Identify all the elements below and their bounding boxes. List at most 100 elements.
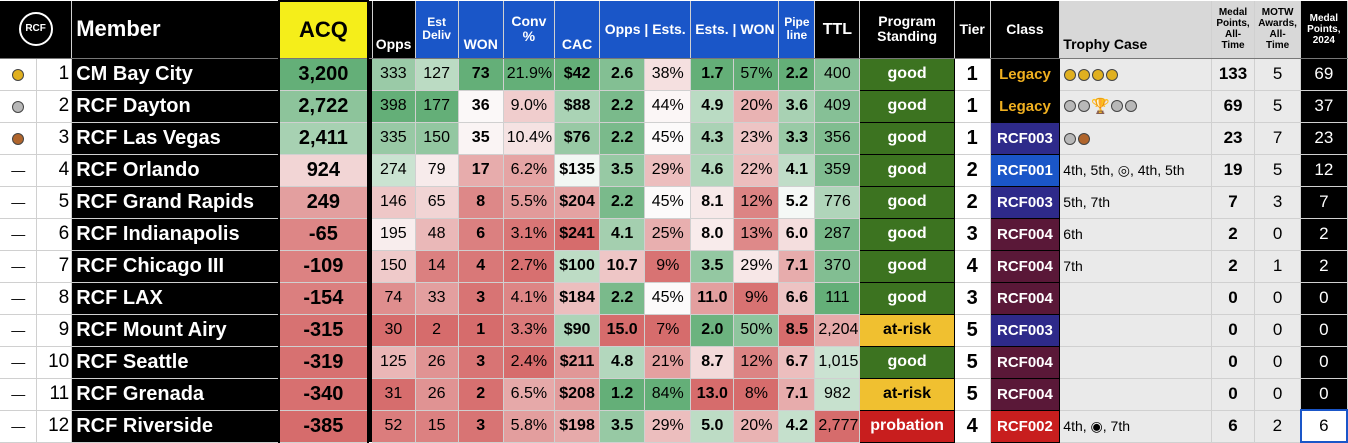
motw-awards: 3	[1254, 186, 1302, 219]
ttl-value: 287	[814, 218, 861, 251]
ests-won-pct: 57%	[733, 58, 780, 91]
header-trophy-case[interactable]: Trophy Case	[1059, 1, 1212, 59]
header-program-standing[interactable]: Program Standing	[859, 1, 955, 59]
table-row[interactable]: —6 RCF Indianapolis -65 195 48 6 3.1% $241 4.1 25…	[0, 217, 1348, 251]
table-row[interactable]: — 5 RCF Grand Rapids 249 146 65 8 5.5% $204 2.2 45…	[0, 185, 1348, 219]
header-ests-won[interactable]: Ests. | WON	[690, 1, 780, 59]
header-medal-points-all-time[interactable]: Medal Points, All-Time	[1211, 1, 1256, 59]
pipeline-value: 3.3	[778, 122, 816, 155]
acq-value: 3,200	[277, 58, 369, 91]
header-conv[interactable]: Conv %	[503, 1, 556, 59]
program-standing-badge: good	[859, 345, 955, 379]
pipeline-value: 5.2	[778, 186, 816, 219]
trophy-case-cell	[1059, 282, 1212, 315]
header-est-deliv[interactable]: Est Deliv	[415, 1, 459, 59]
rank-medal-cell: —	[0, 186, 38, 219]
est-deliv-value: 127	[415, 58, 459, 91]
pipeline-value: 6.6	[778, 282, 816, 315]
program-standing-badge: good	[859, 281, 955, 315]
motw-awards: 0	[1254, 346, 1302, 379]
pipeline-value: 6.0	[778, 218, 816, 251]
header-row: RCF Member ACQ Opps Est Deliv WON Conv %…	[0, 0, 1348, 59]
header-opps[interactable]: Opps	[372, 1, 416, 59]
acq-value: -109	[277, 250, 369, 283]
header-member[interactable]: Member	[71, 1, 280, 59]
medal-points-2024: 2	[1300, 218, 1348, 251]
medal-points-2024: 0	[1300, 282, 1348, 315]
ttl-value: 776	[814, 186, 861, 219]
table-row[interactable]: —8 RCF LAX -154 74 33 3 4.1% $184 2.2 45% 11.0 9% 6.…	[0, 281, 1348, 315]
medal-points-all-time: 69	[1211, 90, 1256, 123]
ests-won-pct: 50%	[733, 314, 780, 347]
ests-won-pct: 23%	[733, 122, 780, 155]
header-acq[interactable]: ACQ	[277, 0, 369, 59]
est-deliv-value: 15	[415, 410, 459, 443]
program-standing-badge: at-risk	[859, 313, 955, 347]
medal-points-all-time: 7	[1211, 186, 1256, 219]
trophy-text: 5th, 7th	[1063, 194, 1110, 210]
header-pipeline[interactable]: Pipe line	[778, 1, 816, 59]
header-tier[interactable]: Tier	[954, 1, 991, 59]
ests-won-pct: 29%	[733, 250, 780, 283]
table-row[interactable]: — 10 RCF Seattle -319 125 26 3 2.4% $211 4.8 21% 8.…	[0, 345, 1348, 379]
header-ttl[interactable]: TTL	[814, 1, 861, 59]
table-row[interactable]: — 4 RCF Orlando 924 274 79 17 6.2% $135 3.5 29% 4.6…	[0, 153, 1348, 187]
separator-cell	[367, 186, 373, 218]
member-name: RCF Grenada	[71, 378, 280, 411]
rank-medal-cell	[0, 58, 38, 91]
header-cac[interactable]: CAC	[554, 1, 601, 59]
table-row[interactable]: 1 CM Bay City 3,200 333 127 73 21.9% $42 2.6 38% 1…	[0, 57, 1348, 91]
ests-won-ratio: 4.3	[690, 122, 735, 155]
medal-points-2024: 23	[1300, 122, 1348, 155]
motw-awards: 0	[1254, 378, 1302, 411]
ttl-value: 356	[814, 122, 861, 155]
rank-medal-cell	[0, 122, 38, 155]
ests-won-pct: 8%	[733, 378, 780, 411]
table-row[interactable]: 3 RCF Las Vegas 2,411 335 150 35 10.4% $76 2.2 45…	[0, 121, 1348, 155]
header-medal-points-2024[interactable]: Medal Points, 2024	[1300, 1, 1348, 59]
opps-value: 146	[372, 186, 416, 219]
opps-ests-pct: 29%	[644, 410, 692, 443]
conv-value: 4.1%	[503, 282, 556, 315]
opps-value: 195	[372, 218, 416, 251]
table-row[interactable]: —7 RCF Chicago III -109 150 14 4 2.7% $100 10.7 9…	[0, 249, 1348, 283]
acq-value: 2,411	[277, 122, 369, 155]
trophy-text: 4th, 5th, ◎, 4th, 5th	[1063, 161, 1185, 178]
program-standing-badge: good	[859, 249, 955, 283]
member-name: RCF Seattle	[71, 346, 280, 379]
header-opps-ests[interactable]: Opps | Ests.	[599, 1, 692, 59]
won-value: 73	[458, 58, 504, 91]
table-row[interactable]: — 9 RCF Mount Airy -315 30 2 1 3.3% $90 15.0 7% 2.0…	[0, 313, 1348, 347]
table-row[interactable]: 2 RCF Dayton 2,722 398 177 36 9.0% $88 2.2 44% 4.9…	[0, 89, 1348, 123]
silver-medal-icon	[1124, 100, 1137, 113]
ests-won-ratio: 13.0	[690, 378, 735, 411]
dash-icon: —	[11, 322, 26, 338]
silver-medal-icon	[1064, 133, 1077, 146]
won-value: 1	[458, 314, 504, 347]
opps-ests-pct: 25%	[644, 218, 692, 251]
trophy-text: 6th	[1063, 226, 1083, 242]
opps-ests-ratio: 4.1	[599, 218, 646, 251]
header-won[interactable]: WON	[458, 1, 504, 59]
trophy-case-cell	[1059, 346, 1212, 379]
class-badge: RCF002	[989, 409, 1061, 443]
opps-ests-ratio: 2.2	[599, 282, 646, 315]
ests-won-pct: 13%	[733, 218, 780, 251]
bronze-medal-icon	[12, 133, 25, 146]
conv-value: 5.5%	[503, 186, 556, 219]
ests-won-ratio: 8.0	[690, 218, 735, 251]
dash-icon: —	[11, 290, 26, 306]
header-motw-awards[interactable]: MOTW Awards, All-Time	[1254, 1, 1302, 59]
gold-medal-icon	[1106, 69, 1119, 82]
tier-value: 2	[954, 186, 991, 219]
trophy-case-cell	[1059, 58, 1212, 91]
opps-ests-pct: 7%	[644, 314, 692, 347]
table-row[interactable]: — 11 RCF Grenada -340 31 26 2 6.5% $208 1.2 84% 13.…	[0, 377, 1348, 411]
rank-number: 12	[36, 410, 73, 443]
table-row[interactable]: — 12 RCF Riverside -385 52 15 3 5.8% $198 3.5 29% 5…	[0, 409, 1348, 443]
opps-ests-ratio: 2.2	[599, 122, 646, 155]
est-deliv-value: 48	[415, 218, 459, 251]
pipeline-value: 7.1	[778, 378, 816, 411]
header-class[interactable]: Class	[990, 1, 1061, 59]
cac-value: $241	[554, 218, 601, 251]
